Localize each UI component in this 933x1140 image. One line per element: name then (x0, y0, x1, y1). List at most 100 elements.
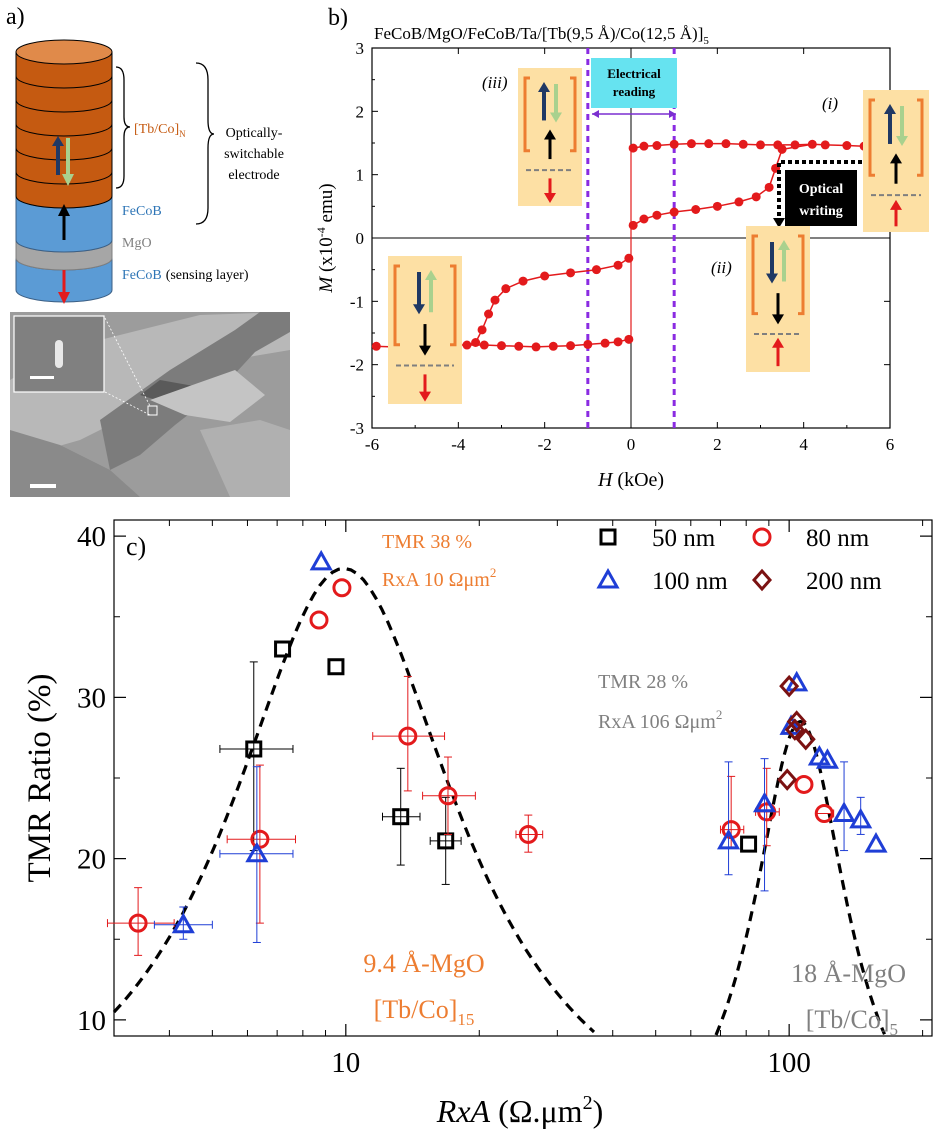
rxa10-label: RxA 10 Ωμm2 (382, 565, 496, 591)
plot-b-data (371, 139, 886, 352)
plot-c-xtick-label: 10 (331, 1047, 360, 1079)
data-point-diamond (795, 728, 816, 751)
data-point-square (740, 835, 758, 853)
hysteresis-point (583, 339, 593, 349)
data-point-triangle (309, 549, 333, 571)
data-point-triangle (752, 791, 777, 813)
hysteresis-point (628, 143, 638, 153)
plot-b-xtick-label: -4 (451, 435, 466, 454)
electrical-reading-label-1: Electrical (607, 66, 661, 81)
legend-label: 200 nm (806, 568, 882, 595)
plot-c-ylabel: TMR Ratio (%) (22, 674, 58, 883)
plot-b-ytick-label: -1 (350, 292, 364, 311)
fit-curve (112, 566, 596, 1034)
legend-label: 100 nm (652, 568, 728, 595)
hysteresis-point (613, 260, 623, 270)
hysteresis-connector (781, 143, 813, 151)
tmr38-label: TMR 38 % (382, 531, 472, 553)
data-point-triangle (849, 807, 873, 829)
data-point-diamond (786, 710, 807, 733)
data-point-circle (814, 803, 834, 823)
plot-b-xtick-label: -2 (538, 435, 552, 454)
plot-c-ytick-label: 30 (77, 682, 106, 714)
plot-c-ytick-label: 10 (77, 1005, 106, 1037)
data-point-square (437, 832, 455, 850)
hysteresis-point (751, 192, 761, 202)
plot-b-xtick-label: 4 (799, 435, 808, 454)
electrode-label-1: Optically- (226, 126, 283, 141)
electrode-label-3: electrode (228, 168, 279, 183)
electrode-bracket-icon (523, 76, 577, 153)
hysteresis-point (712, 201, 722, 211)
hysteresis-point (624, 334, 634, 344)
fit-curve (714, 719, 886, 1036)
data-point-triangle (815, 748, 839, 769)
hysteresis-point (764, 182, 774, 192)
optical-writing-label-2: writing (799, 204, 843, 219)
hysteresis-point (652, 210, 662, 220)
data-point-square (245, 740, 263, 758)
tmr28-label: TMR 28 % (598, 671, 688, 693)
data-point-diamond (777, 768, 798, 791)
data-point-circle (794, 774, 814, 794)
plot-b-ytick-label: -2 (350, 356, 364, 375)
fecob-top-label: FeCoB (122, 204, 162, 219)
arrowhead (772, 314, 784, 325)
arrowhead (778, 240, 790, 250)
plot-c-fits (112, 566, 886, 1036)
optical-writing-label-1: Optical (799, 182, 843, 197)
data-point-circle (438, 786, 458, 806)
data-point-diamond (751, 568, 773, 592)
arrowhead (425, 270, 437, 280)
state-ii-label: (ii) (711, 258, 732, 277)
data-point-circle (518, 824, 538, 844)
panel-b-title: FeCoB/MgO/FeCoB/Ta/[Tb(9,5 Å)/Co(12,5 Å)… (374, 24, 709, 47)
hysteresis-point (842, 141, 852, 151)
panel-b-label: b) (328, 5, 348, 31)
hysteresis-point (371, 341, 381, 351)
tbco5-label: [Tb/Co]5 (806, 1005, 898, 1039)
plot-b-ytick-label: 3 (356, 39, 365, 58)
hysteresis-connector (466, 341, 476, 346)
data-point-triangle (171, 912, 195, 934)
plot-c-ytick-label: 20 (77, 844, 106, 876)
hysteresis-point (691, 205, 701, 214)
mgo94-label: 9.4 Å-MgO (363, 949, 484, 978)
electrode-bracket-icon (751, 234, 805, 316)
mgo18-label: 18 Å-MgO (791, 959, 906, 988)
hysteresis-point (591, 265, 601, 275)
data-point-square (274, 640, 292, 658)
plot-b-xtick-label: -6 (365, 435, 379, 454)
electrode-bracket-icon (393, 264, 457, 347)
hysteresis-point (624, 253, 634, 263)
plot-c-legend: 50 nm 80 nm 100 nm 200 nm (596, 525, 882, 595)
hysteresis-point (639, 214, 649, 224)
hysteresis-point (540, 271, 550, 281)
hysteresis-upper-branch (633, 142, 882, 149)
legend-label: 80 nm (806, 525, 870, 552)
data-point-circle (128, 913, 148, 933)
hysteresis-point (686, 139, 696, 149)
data-point-circle (752, 527, 772, 547)
arrowhead (884, 104, 896, 114)
plot-c-xtick-label: 100 (767, 1047, 811, 1079)
data-point-triangle (596, 567, 620, 589)
electrical-reading-box (591, 58, 677, 108)
plot-b-ytick-label: 0 (356, 229, 365, 248)
hysteresis-point (518, 276, 528, 286)
hysteresis-point (531, 342, 541, 352)
hysteresis-point (479, 340, 489, 350)
arrowhead (890, 199, 902, 210)
mgo-label: MgO (122, 236, 152, 251)
hysteresis-point (484, 309, 494, 319)
panel-a: a) (6, 4, 290, 497)
tbco-label: [Tb/Co]N (134, 122, 186, 139)
data-point-triangle (864, 832, 888, 853)
tbco15-label: [Tb/Co]15 (374, 995, 475, 1029)
hysteresis-point (721, 139, 731, 149)
data-point-circle (398, 726, 418, 746)
hysteresis-point (490, 295, 500, 305)
hysteresis-point (704, 139, 714, 149)
arrowhead (413, 304, 425, 315)
